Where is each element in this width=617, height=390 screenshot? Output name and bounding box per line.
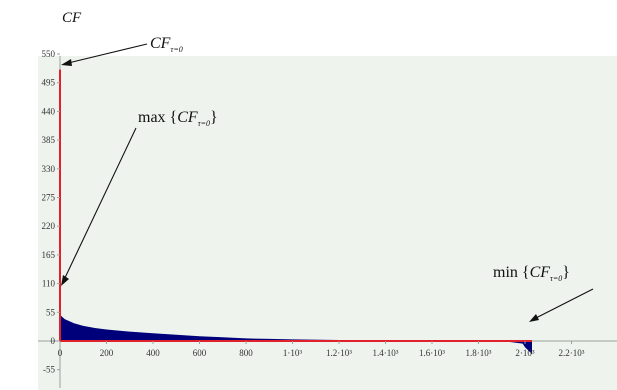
annotation-max: max {CFτ=0}	[61, 109, 218, 286]
y-tick-label: 550	[42, 49, 56, 59]
y-tick-label: 275	[42, 193, 56, 203]
y-axis-label: CF	[62, 10, 82, 26]
y-tick-label: 440	[42, 106, 56, 116]
x-tick-label: 1.4·10³	[373, 348, 399, 358]
x-tick-label: 400	[146, 348, 160, 358]
x-tick-label: 800	[239, 348, 253, 358]
svg-text:max {CFτ=0}: max {CFτ=0}	[138, 109, 218, 128]
y-tick-label: 495	[42, 78, 56, 88]
x-tick-label: 1.6·10³	[419, 348, 445, 358]
x-tick-label: 0	[58, 348, 63, 358]
svg-text:CFτ=0: CFτ=0	[150, 35, 183, 54]
x-tick-label: 1.2·10³	[326, 348, 352, 358]
x-tick-label: 1.8·10³	[466, 348, 492, 358]
x-tick-label: 2·10³	[515, 348, 534, 358]
annotation-cf0: CFτ=0	[61, 35, 183, 66]
x-tick-label: 2.2·10³	[559, 348, 585, 358]
y-tick-label: 330	[42, 164, 56, 174]
x-tick-label: 200	[100, 348, 114, 358]
y-tick-label: 55	[46, 307, 56, 317]
x-tick-label: 600	[193, 348, 207, 358]
y-tick-label: 0	[51, 336, 56, 346]
y-tick-label: 220	[42, 221, 56, 231]
svg-text:min {CFτ=0}: min {CFτ=0}	[493, 264, 570, 283]
y-tick-label: 165	[42, 250, 56, 260]
y-tick-label: -55	[43, 365, 55, 375]
annotation-min: min {CFτ=0}	[493, 264, 594, 322]
y-tick-label: 110	[42, 279, 56, 289]
cf-area-series-0	[60, 314, 532, 354]
tick-layer: 0 200 400 600 800 1·10³ 1.2·10³ 1.4·10³ 1.6·10³ 1…	[42, 49, 585, 375]
area-layer	[60, 314, 532, 354]
y-tick-label: 385	[42, 135, 56, 145]
x-tick-label: 1·10³	[283, 348, 302, 358]
highlight-layer	[59, 69, 532, 342]
